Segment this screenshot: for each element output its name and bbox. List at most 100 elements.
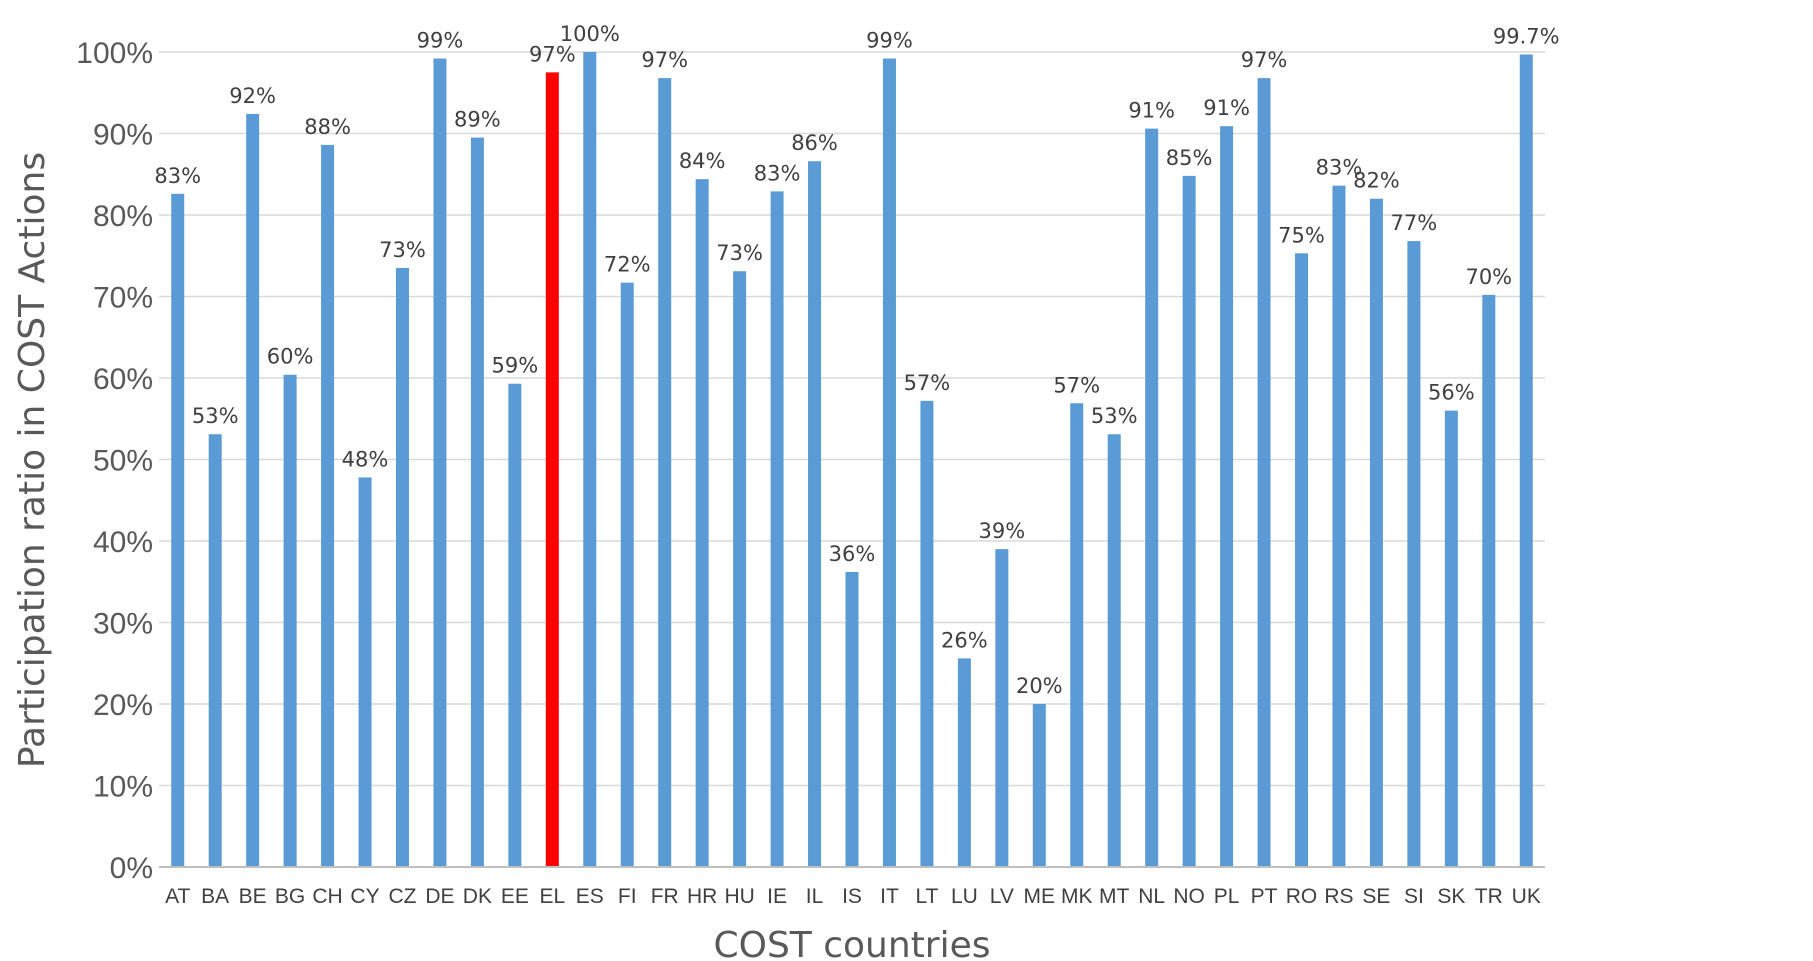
bar-de — [433, 58, 447, 867]
x-tick-label-lv: LV — [990, 885, 1014, 908]
bar-no — [1182, 175, 1196, 867]
bar-il — [808, 161, 822, 867]
y-tick-label: 60% — [93, 363, 153, 396]
x-tick-label-il: IL — [806, 885, 824, 908]
x-tick-label-hr: HR — [687, 885, 717, 908]
data-label-it: 99% — [866, 29, 913, 53]
y-tick-label: 50% — [93, 445, 153, 478]
bar-me — [1032, 704, 1046, 867]
bar-fr — [658, 78, 672, 867]
x-tick-label-is: IS — [842, 885, 862, 908]
data-label-is: 36% — [829, 542, 876, 566]
bar-ie — [770, 191, 784, 868]
data-label-il: 86% — [791, 131, 838, 155]
x-tick-label-de: DE — [425, 885, 454, 908]
x-tick-label-me: ME — [1024, 885, 1056, 908]
bar-se — [1369, 198, 1383, 867]
data-label-mk: 57% — [1053, 373, 1100, 397]
x-tick-label-it: IT — [880, 885, 899, 908]
y-tick-label: 0% — [110, 852, 153, 885]
x-tick-label-rs: RS — [1324, 885, 1353, 908]
data-label-ba: 53% — [192, 404, 239, 428]
bar-ba — [208, 434, 222, 867]
x-tick-label-uk: UK — [1512, 885, 1541, 908]
bar-be — [246, 113, 260, 867]
bar-hr — [695, 179, 709, 867]
data-label-ie: 83% — [754, 161, 801, 185]
bar-pt — [1257, 78, 1271, 867]
x-tick-label-lt: LT — [915, 885, 938, 908]
y-tick-label: 10% — [93, 771, 153, 804]
data-label-lv: 39% — [978, 519, 1025, 543]
bars — [171, 52, 1533, 868]
bar-lt — [920, 400, 934, 867]
x-tick-label-pt: PT — [1251, 885, 1278, 908]
bar-tr — [1482, 294, 1496, 867]
data-label-si: 77% — [1391, 211, 1438, 235]
x-tick-label-lu: LU — [951, 885, 978, 908]
x-tick-label-mt: MT — [1099, 885, 1129, 908]
x-tick-label-tr: TR — [1475, 885, 1503, 908]
y-tick-label: 20% — [93, 689, 153, 722]
x-tick-label-be: BE — [239, 885, 267, 908]
y-axis-title: Participation ratio in COST Actions — [12, 152, 53, 768]
data-label-fr: 97% — [641, 48, 688, 72]
data-label-cz: 73% — [379, 238, 426, 262]
y-tick-label: 90% — [93, 119, 153, 152]
bar-rs — [1332, 185, 1346, 867]
bar-cz — [395, 267, 409, 868]
x-tick-label-ee: EE — [501, 885, 529, 908]
x-tick-label-es: ES — [576, 885, 604, 908]
bar-lv — [995, 549, 1009, 867]
x-tick-label-at: AT — [165, 885, 190, 908]
x-tick-label-se: SE — [1362, 885, 1390, 908]
data-label-uk: 99.7% — [1493, 24, 1560, 48]
data-label-es: 100% — [560, 22, 620, 46]
x-tick-label-ie: IE — [767, 885, 787, 908]
y-tick-label: 40% — [93, 526, 153, 559]
bar-it — [882, 58, 896, 867]
data-label-de: 99% — [417, 29, 464, 53]
y-axis-ticks: 0% 10% 20% 30% 40% 50% 60% 70% 80% 90% 100% — [76, 37, 153, 885]
data-label-ch: 88% — [304, 115, 351, 139]
bar-hu — [733, 271, 747, 867]
x-tick-label-sk: SK — [1437, 885, 1465, 908]
x-axis-title: COST countries — [713, 925, 990, 961]
data-label-fi: 72% — [604, 253, 651, 277]
x-tick-label-fr: FR — [651, 885, 679, 908]
bar-uk — [1519, 54, 1533, 867]
bar-lu — [957, 658, 971, 867]
bar-ch — [321, 144, 335, 867]
gridlines — [159, 51, 1545, 787]
bar-el — [545, 72, 559, 867]
bar-nl — [1145, 128, 1159, 868]
data-label-se: 82% — [1353, 169, 1400, 193]
data-label-nl: 91% — [1128, 99, 1175, 123]
x-tick-label-dk: DK — [463, 885, 492, 908]
x-tick-label-el: EL — [539, 885, 565, 908]
bar-sk — [1444, 410, 1458, 867]
data-label-mt: 53% — [1091, 404, 1138, 428]
data-label-ro: 75% — [1278, 223, 1325, 247]
y-tick-label: 70% — [93, 282, 153, 315]
data-label-lt: 57% — [904, 371, 951, 395]
bar-es — [583, 52, 597, 867]
x-tick-label-no: NO — [1173, 885, 1205, 908]
x-tick-label-si: SI — [1404, 885, 1424, 908]
data-label-no: 85% — [1166, 146, 1213, 170]
data-label-el: 97% — [529, 42, 576, 66]
data-label-pl: 91% — [1203, 96, 1250, 120]
data-label-hu: 73% — [716, 241, 763, 265]
y-tick-label: 80% — [93, 200, 153, 233]
y-tick-label: 100% — [76, 37, 153, 70]
x-tick-label-ch: CH — [312, 885, 342, 908]
bar-dk — [470, 137, 484, 867]
data-label-rs: 83% — [1316, 156, 1363, 180]
bar-mk — [1070, 403, 1084, 867]
data-label-me: 20% — [1016, 674, 1063, 698]
x-tick-label-pl: PL — [1214, 885, 1240, 908]
bar-cy — [358, 477, 372, 867]
x-tick-label-cz: CZ — [388, 885, 416, 908]
data-label-lu: 26% — [941, 628, 988, 652]
